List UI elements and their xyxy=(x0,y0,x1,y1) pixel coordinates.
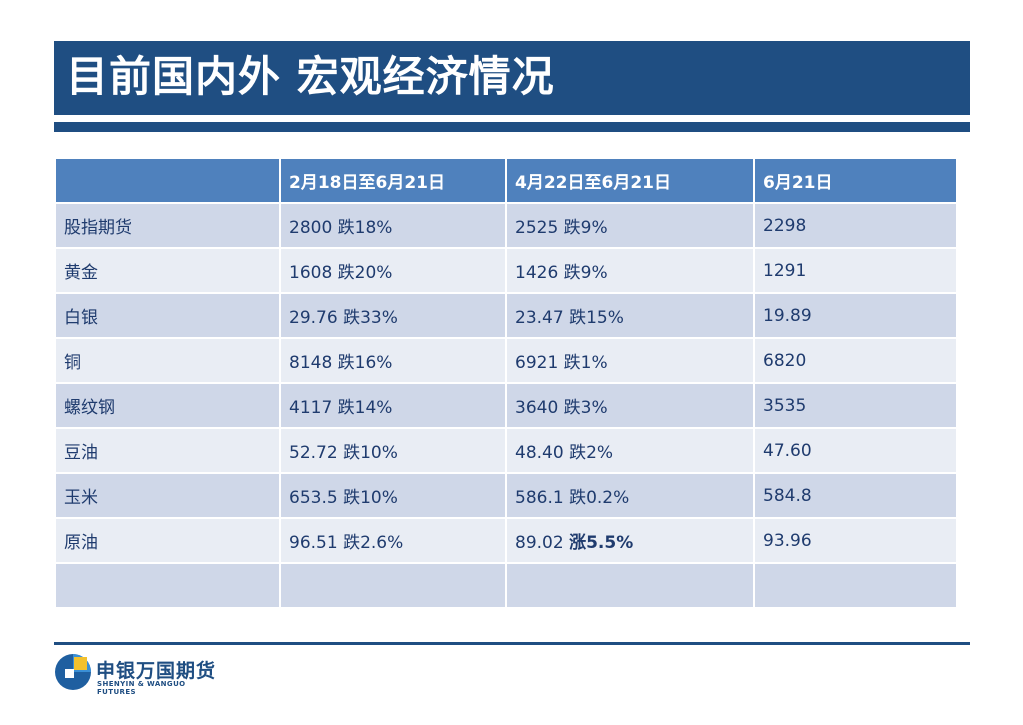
row-label: 股指期货 xyxy=(54,202,281,249)
table-cell: 2800 跌18% xyxy=(279,202,507,249)
logo-english-name: SHENYIN & WANGUO FUTURES xyxy=(97,680,186,696)
table-cell: 89.02 涨5.5% xyxy=(505,517,755,564)
table-cell: 584.8 xyxy=(753,472,958,519)
row-label: 玉米 xyxy=(54,472,281,519)
table-row-empty xyxy=(54,562,958,609)
table-cell: 653.5 跌10% xyxy=(279,472,507,519)
table-cell: 93.96 xyxy=(753,517,958,564)
header-cell-empty xyxy=(54,157,281,204)
table-cell: 23.47 跌15% xyxy=(505,292,755,339)
row-label: 铜 xyxy=(54,337,281,384)
table-cell: 3535 xyxy=(753,382,958,429)
table-cell: 2525 跌9% xyxy=(505,202,755,249)
table-row: 白银 29.76 跌33% 23.47 跌15% 19.89 xyxy=(54,292,958,339)
header-cell-period-1: 2月18日至6月21日 xyxy=(279,157,507,204)
table-row: 豆油 52.72 跌10% 48.40 跌2% 47.60 xyxy=(54,427,958,474)
table-row: 原油 96.51 跌2.6% 89.02 涨5.5% 93.96 xyxy=(54,517,958,564)
table-cell: 48.40 跌2% xyxy=(505,427,755,474)
table-cell xyxy=(753,562,958,609)
table-cell: 1426 跌9% xyxy=(505,247,755,294)
row-label: 黄金 xyxy=(54,247,281,294)
logo-chinese-name: 申银万国期货 xyxy=(96,660,217,682)
table-cell: 29.76 跌33% xyxy=(279,292,507,339)
table-row: 铜 8148 跌16% 6921 跌1% 6820 xyxy=(54,337,958,384)
table-cell: 19.89 xyxy=(753,292,958,339)
table-cell xyxy=(54,562,281,609)
table-cell: 1608 跌20% xyxy=(279,247,507,294)
logo-mark-icon xyxy=(55,654,91,690)
footer-rule xyxy=(54,642,970,645)
table-cell: 6921 跌1% xyxy=(505,337,755,384)
table-header-row: 2月18日至6月21日 4月22日至6月21日 6月21日 xyxy=(54,157,958,204)
table-cell: 6820 xyxy=(753,337,958,384)
header-cell-date: 6月21日 xyxy=(753,157,958,204)
title-bar: 目前国内外 宏观经济情况 xyxy=(54,41,970,115)
table-cell-value: 89.02 xyxy=(515,533,570,553)
company-logo: 申银万国期货 SHENYIN & WANGUO FUTURES xyxy=(54,652,224,696)
table-cell: 2298 xyxy=(753,202,958,249)
slide-title: 目前国内外 宏观经济情况 xyxy=(66,52,555,101)
table-cell: 52.72 跌10% xyxy=(279,427,507,474)
table-cell: 3640 跌3% xyxy=(505,382,755,429)
table-cell: 1291 xyxy=(753,247,958,294)
table-cell: 8148 跌16% xyxy=(279,337,507,384)
table-row: 螺纹钢 4117 跌14% 3640 跌3% 3535 xyxy=(54,382,958,429)
row-label: 白银 xyxy=(54,292,281,339)
rise-value: 涨5.5% xyxy=(569,533,634,553)
table-row: 黄金 1608 跌20% 1426 跌9% 1291 xyxy=(54,247,958,294)
table-cell: 4117 跌14% xyxy=(279,382,507,429)
header-cell-period-2: 4月22日至6月21日 xyxy=(505,157,755,204)
title-underline xyxy=(54,122,970,132)
table-row: 玉米 653.5 跌10% 586.1 跌0.2% 584.8 xyxy=(54,472,958,519)
table-cell xyxy=(279,562,507,609)
row-label: 原油 xyxy=(54,517,281,564)
table-cell: 47.60 xyxy=(753,427,958,474)
macro-table: 2月18日至6月21日 4月22日至6月21日 6月21日 股指期货 2800 … xyxy=(54,157,958,609)
table-cell xyxy=(505,562,755,609)
row-label: 螺纹钢 xyxy=(54,382,281,429)
table-cell: 96.51 跌2.6% xyxy=(279,517,507,564)
row-label: 豆油 xyxy=(54,427,281,474)
table-cell: 586.1 跌0.2% xyxy=(505,472,755,519)
table-row: 股指期货 2800 跌18% 2525 跌9% 2298 xyxy=(54,202,958,249)
